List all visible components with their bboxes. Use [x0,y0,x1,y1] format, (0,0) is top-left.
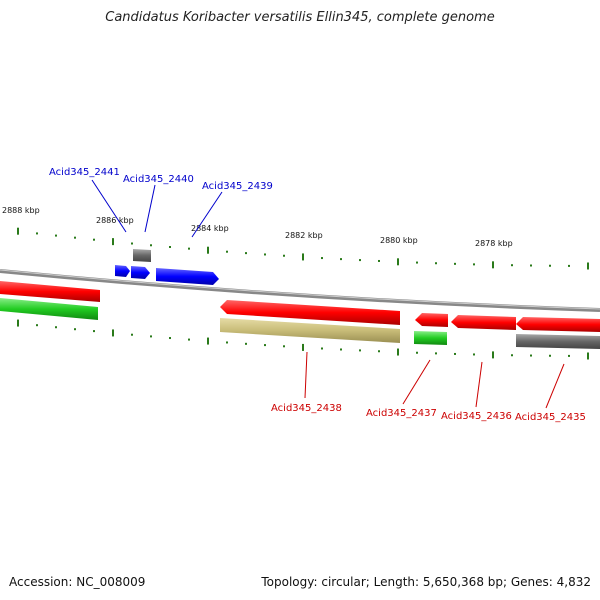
scale-ticks-top [17,227,589,270]
gene-acid345-2441[interactable] [115,265,130,277]
gene-acid345-2440-blue[interactable] [131,266,150,279]
gene-label-2436[interactable]: Acid345_2436 [441,411,512,422]
scale-label-2880: 2880 kbp [380,236,418,245]
gene-label-2438[interactable]: Acid345_2438 [271,403,342,414]
gene-label-2439[interactable]: Acid345_2439 [202,181,273,192]
gene-acid345-2439[interactable] [156,268,219,285]
gene-label-2435[interactable]: Acid345_2435 [515,412,586,423]
gene-left-red[interactable] [0,281,100,302]
leader-2439 [191,191,223,238]
scale-ticks-bottom [17,319,589,360]
gene-acid345-2435-red[interactable] [516,317,600,332]
scale-label-2878: 2878 kbp [475,239,513,248]
leader-2440 [144,184,156,233]
page-title: Candidatus Koribacter versatilis Ellin34… [105,10,495,25]
accession-text: Accession: NC_008009 [9,575,146,589]
scale-label-2884: 2884 kbp [191,224,229,233]
gene-acid345-2437-green[interactable] [414,331,447,345]
genome-backbone [0,269,600,312]
gene-left-green[interactable] [0,298,98,320]
gene-acid345-2437-red[interactable] [415,313,448,327]
gene-acid345-2436[interactable] [451,315,516,330]
leader-2435 [545,363,565,409]
leader-2437 [402,359,431,405]
leader-2441 [91,179,127,233]
summary-text: Topology: circular; Length: 5,650,368 bp… [261,575,591,589]
gene-acid345-2438-red[interactable] [220,300,400,325]
scale-label-2886: 2886 kbp [96,216,134,225]
gene-label-2440[interactable]: Acid345_2440 [123,174,194,185]
gene-acid345-2435-gray[interactable] [516,334,600,349]
gene-label-2441[interactable]: Acid345_2441 [49,167,120,178]
gene-acid345-2438-khaki[interactable] [220,318,400,343]
leader-2436 [475,361,483,408]
leader-2438 [304,351,308,399]
scale-label-2882: 2882 kbp [285,231,323,240]
gene-acid345-2440-gray[interactable] [133,249,151,262]
scale-label-2888: 2888 kbp [2,206,40,215]
gene-label-2437[interactable]: Acid345_2437 [366,408,437,419]
